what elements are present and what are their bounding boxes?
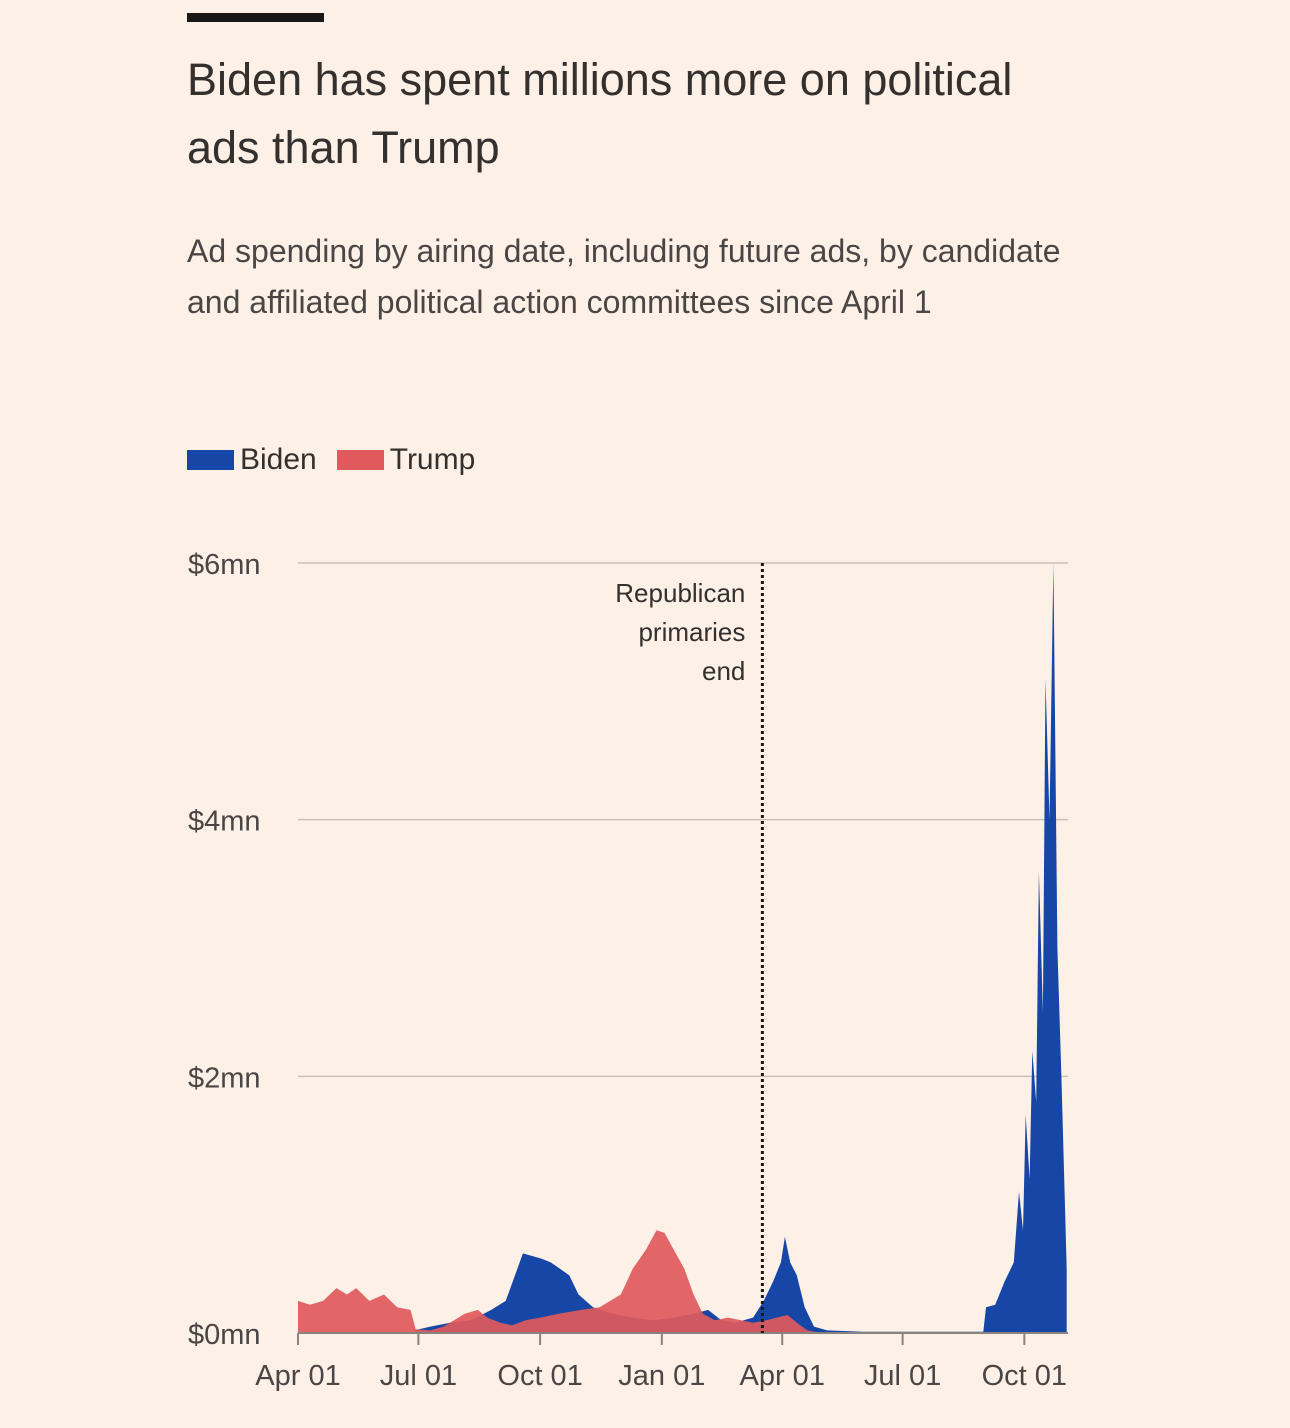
annotation-text: Republican [615, 578, 745, 608]
legend-swatch-biden [187, 450, 234, 470]
x-tick-label: Oct 01 [497, 1360, 582, 1392]
x-tick-label: Jul 01 [864, 1360, 941, 1392]
y-tick-label: $2mn [188, 1062, 261, 1094]
legend-item-biden: Biden [187, 443, 317, 477]
annotation-text: end [702, 656, 745, 686]
y-tick-label: $0mn [188, 1319, 261, 1351]
x-tick-label: Jan 01 [618, 1360, 705, 1392]
x-tick-label: Oct 01 [982, 1360, 1067, 1392]
x-tick-label: Jul 01 [380, 1360, 457, 1392]
chart-subtitle: Ad spending by airing date, including fu… [187, 233, 1061, 320]
series-area-trump [298, 1230, 822, 1333]
top-rule [187, 13, 324, 22]
legend-swatch-trump [336, 450, 384, 470]
legend-label-biden: Biden [240, 443, 317, 476]
y-tick-label: $4mn [188, 806, 261, 838]
x-tick-label: Apr 01 [740, 1360, 825, 1392]
annotation-text: primaries [638, 617, 745, 647]
chart-title: Biden has spent millions more on politic… [187, 54, 1013, 173]
legend-label-trump: Trump [389, 443, 476, 476]
y-tick-label: $6mn [188, 549, 261, 581]
legend: Biden Trump [187, 440, 495, 480]
x-tick-label: Apr 01 [255, 1360, 340, 1392]
legend-item-trump: Trump [336, 443, 476, 477]
